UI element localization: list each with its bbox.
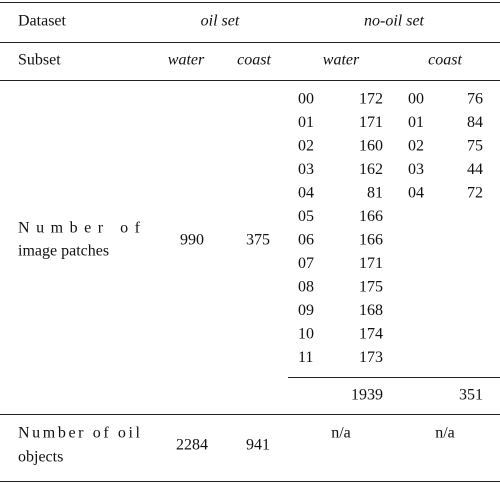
cell-text: 171 — [359, 114, 383, 131]
cell-text: 04 — [408, 185, 424, 202]
cell-text: 06 — [298, 232, 314, 249]
cell-text: 03 — [408, 161, 424, 178]
cell-text: 175 — [359, 279, 383, 296]
cell-text: 72 — [467, 185, 483, 202]
cell-text: 168 — [359, 302, 383, 319]
cell-text: no-oil set — [364, 13, 425, 30]
cell-text: Dataset — [18, 13, 67, 30]
cell-text: 1939 — [351, 387, 383, 404]
cell-text: 75 — [467, 138, 483, 155]
cell-text: 172 — [359, 91, 383, 108]
cell-text: 03 — [298, 161, 314, 178]
cell-text: Number of — [18, 220, 141, 237]
cell-text: 02 — [298, 138, 314, 155]
cell-text: 09 — [298, 302, 314, 319]
cell-text: 174 — [359, 326, 383, 343]
cell-text: 04 — [298, 185, 314, 202]
cell-text: 01 — [408, 114, 424, 131]
cell-text: 84 — [467, 114, 483, 131]
cell-text: 81 — [367, 185, 383, 202]
cell-text: 990 — [180, 232, 204, 249]
cell-text: Subset — [18, 52, 61, 69]
cell-text: image patches — [18, 243, 109, 260]
cell-text: water — [323, 52, 360, 69]
cell-text: 76 — [467, 91, 483, 108]
cell-text: 00 — [298, 91, 314, 108]
cell-text: objects — [18, 449, 63, 466]
cell-text: water — [168, 52, 205, 69]
cell-text: 08 — [298, 279, 314, 296]
cell-text: 166 — [359, 208, 383, 225]
cell-text: n/a — [331, 425, 351, 442]
cell-text: 44 — [467, 161, 483, 178]
cell-text: 351 — [459, 387, 483, 404]
cell-text: 2284 — [176, 437, 208, 454]
cell-text: Number of oil — [18, 425, 141, 442]
cell-text: coast — [428, 52, 462, 69]
cell-text: 166 — [359, 232, 383, 249]
cell-text: 160 — [359, 138, 383, 155]
cell-text: 01 — [298, 114, 314, 131]
cell-text: 162 — [359, 161, 383, 178]
cell-text: 375 — [246, 232, 270, 249]
cell-text: 00 — [408, 91, 424, 108]
cell-text: n/a — [435, 425, 455, 442]
cell-text: 10 — [298, 326, 314, 343]
cell-text: coast — [237, 52, 271, 69]
cell-text: 02 — [408, 138, 424, 155]
cell-text: 07 — [298, 255, 314, 272]
cell-text: 173 — [359, 349, 383, 366]
cell-text: oil set — [201, 13, 240, 30]
cell-text: 941 — [246, 437, 270, 454]
cell-text: 05 — [298, 208, 314, 225]
cell-text: 171 — [359, 255, 383, 272]
cell-text: 11 — [298, 349, 313, 366]
